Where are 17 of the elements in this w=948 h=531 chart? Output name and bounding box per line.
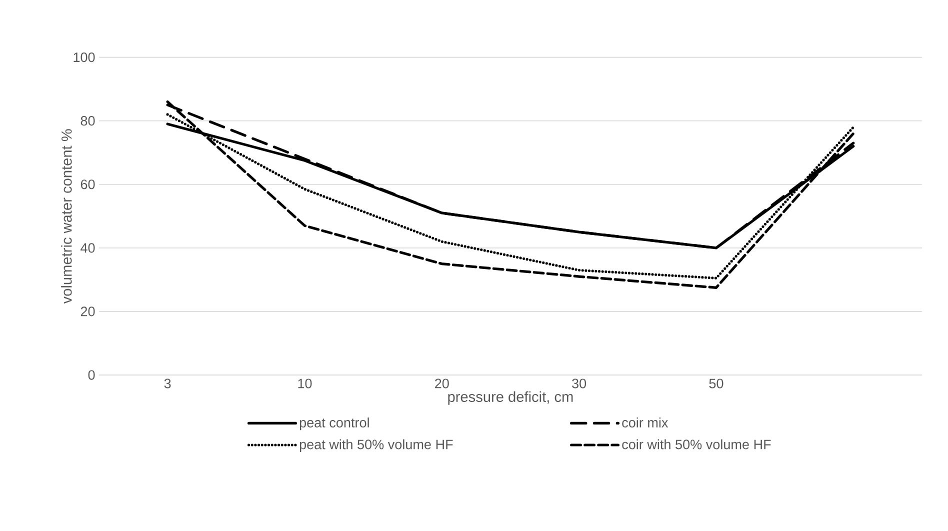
x-tick-label: 50 — [709, 378, 724, 388]
y-tick-label: 20 — [80, 306, 95, 316]
legend-label: peat control — [300, 417, 369, 430]
y-tick-label: 0 — [88, 370, 95, 380]
y-tick-label: 60 — [80, 179, 95, 190]
y-axis-title: volumetric water content % — [61, 129, 72, 304]
legend-label: peat with 50% volume HF — [300, 439, 453, 452]
legend-label: coir mix — [622, 417, 668, 428]
y-tick-label: 100 — [74, 52, 95, 62]
y-tick-label: 40 — [80, 242, 95, 253]
x-tick-label: 3 — [164, 378, 171, 388]
y-tick-label: 80 — [80, 116, 95, 126]
x-tick-label: 30 — [572, 378, 586, 388]
legend-label: coir with 50% volume HF — [622, 439, 771, 450]
x-tick-label: 20 — [435, 378, 449, 388]
x-tick-label: 10 — [298, 378, 312, 388]
x-axis-title: pressure deficit, cm — [448, 391, 573, 405]
